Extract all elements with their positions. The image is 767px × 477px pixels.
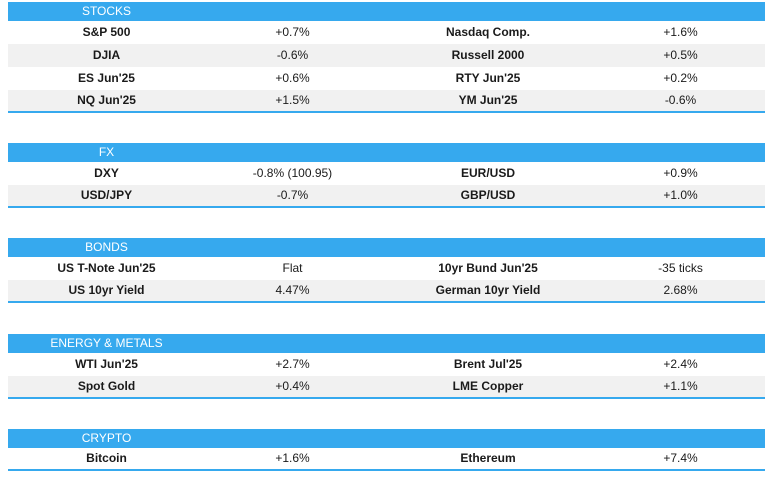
instrument-change: +2.7% [275, 357, 310, 371]
instrument-name: US 10yr Yield [68, 283, 145, 297]
instrument-name: EUR/USD [460, 166, 515, 180]
table-row: ES Jun'25 +0.6% RTY Jun'25 +0.2% [8, 67, 765, 90]
instrument-name: WTI Jun'25 [75, 357, 138, 371]
section-title: CRYPTO [81, 431, 132, 445]
table-row: DXY -0.8% (100.95) EUR/USD +0.9% [8, 162, 765, 185]
instrument-name: RTY Jun'25 [455, 71, 521, 85]
table-row: Spot Gold +0.4% LME Copper +1.1% [8, 376, 765, 399]
instrument-change: +1.5% [275, 93, 310, 107]
section-header: CRYPTO [8, 429, 765, 448]
instrument-change: +0.2% [663, 71, 698, 85]
instrument-name: Nasdaq Comp. [445, 25, 530, 39]
table-row: WTI Jun'25 +2.7% Brent Jul'25 +2.4% [8, 353, 765, 376]
instrument-change: +1.6% [275, 451, 310, 465]
bonds-section: BONDS US T-Note Jun'25 Flat 10yr Bund Ju… [8, 238, 765, 303]
section-title: FX [98, 145, 115, 159]
instrument-name: DXY [94, 166, 119, 180]
instrument-name: YM Jun'25 [458, 93, 518, 107]
table-row: DJIA -0.6% Russell 2000 +0.5% [8, 44, 765, 67]
instrument-change: +0.6% [275, 71, 310, 85]
instrument-change: +2.4% [663, 357, 698, 371]
instrument-name: GBP/USD [460, 188, 516, 202]
instrument-change: +0.9% [663, 166, 698, 180]
instrument-name: Bitcoin [86, 451, 127, 465]
instrument-name: 10yr Bund Jun'25 [438, 261, 538, 275]
table-row: US T-Note Jun'25 Flat 10yr Bund Jun'25 -… [8, 257, 765, 280]
instrument-change: 4.47% [275, 283, 310, 297]
instrument-change: +1.1% [663, 379, 698, 393]
instrument-change: +0.5% [663, 48, 698, 62]
table-row: USD/JPY -0.7% GBP/USD +1.0% [8, 185, 765, 208]
section-title: BONDS [85, 240, 128, 254]
instrument-change: +0.4% [275, 379, 310, 393]
crypto-section: CRYPTO Bitcoin +1.6% Ethereum +7.4% [8, 429, 765, 471]
section-header: BONDS [8, 238, 765, 257]
instrument-name: NQ Jun'25 [77, 93, 136, 107]
instrument-name: ES Jun'25 [78, 71, 135, 85]
instrument-name: Spot Gold [77, 379, 136, 393]
fx-section: FX DXY -0.8% (100.95) EUR/USD +0.9% USD/… [8, 143, 765, 208]
instrument-name: German 10yr Yield [435, 283, 541, 297]
instrument-name: Brent Jul'25 [453, 357, 523, 371]
instrument-change: +1.6% [663, 25, 698, 39]
table-row: NQ Jun'25 +1.5% YM Jun'25 -0.6% [8, 90, 765, 113]
instrument-change: -0.7% [276, 188, 309, 202]
section-title: STOCKS [81, 4, 132, 18]
instrument-change: +7.4% [663, 451, 698, 465]
instrument-name: USD/JPY [80, 188, 133, 202]
energy-metals-section: ENERGY & METALS WTI Jun'25 +2.7% Brent J… [8, 334, 765, 399]
instrument-name: DJIA [92, 48, 121, 62]
instrument-name: US T-Note Jun'25 [57, 261, 156, 275]
table-row: S&P 500 +0.7% Nasdaq Comp. +1.6% [8, 21, 765, 44]
instrument-change: Flat [282, 261, 303, 275]
instrument-change: -0.6% [664, 93, 697, 107]
instrument-change: -35 ticks [658, 261, 703, 275]
stocks-section: STOCKS S&P 500 +0.7% Nasdaq Comp. +1.6% … [8, 2, 765, 113]
section-header: FX [8, 143, 765, 162]
instrument-name: Russell 2000 [451, 48, 525, 62]
table-row: US 10yr Yield 4.47% German 10yr Yield 2.… [8, 280, 765, 303]
instrument-change: +0.7% [275, 25, 310, 39]
section-header: ENERGY & METALS [8, 334, 765, 353]
instrument-name: LME Copper [452, 379, 524, 393]
instrument-change: +1.0% [663, 188, 698, 202]
section-header: STOCKS [8, 2, 765, 21]
instrument-change: -0.8% (100.95) [252, 166, 333, 180]
instrument-change: -0.6% [276, 48, 309, 62]
section-title: ENERGY & METALS [50, 336, 163, 350]
instrument-change: 2.68% [663, 283, 698, 297]
instrument-name: Ethereum [460, 451, 516, 465]
instrument-name: S&P 500 [82, 25, 131, 39]
table-row: Bitcoin +1.6% Ethereum +7.4% [8, 448, 765, 471]
